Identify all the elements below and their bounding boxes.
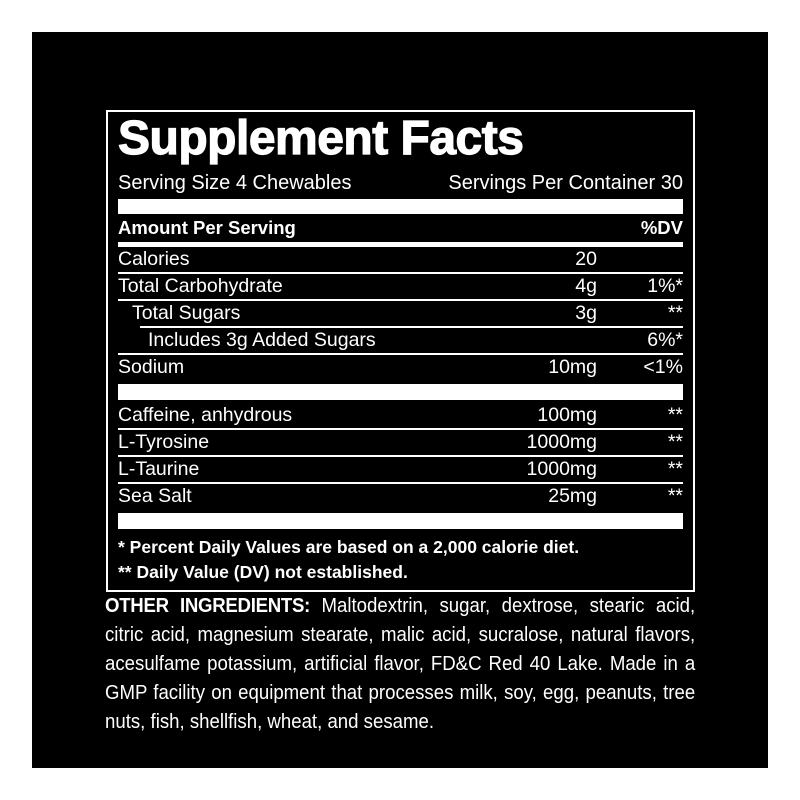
nutrient-dv: ** (667, 485, 683, 507)
other-ingredients-text: Maltodextrin, sugar, dextrose, stearic a… (105, 594, 696, 733)
other-ingredients-section: OTHER INGREDIENTS: Maltodextrin, sugar, … (105, 591, 695, 736)
table-row-calories: Calories 20 (118, 247, 683, 272)
divider-bar-medium (118, 242, 683, 247)
row-divider-indented (140, 326, 683, 328)
label-background: Supplement Facts Serving Size 4 Chewable… (32, 32, 768, 768)
table-row-sodium: Sodium 10mg <1% (118, 355, 683, 380)
nutrient-amount: 3g (575, 302, 597, 324)
nutrient-dv: ** (667, 431, 683, 453)
nutrient-amount: 100mg (537, 404, 597, 426)
table-row-added-sugars: Includes 3g Added Sugars 6%* (118, 328, 683, 353)
nutrient-dv: 6%* (647, 329, 683, 351)
row-divider (118, 482, 683, 484)
section-divider-bar (118, 384, 683, 400)
serving-size: Serving Size 4 Chewables (118, 172, 352, 194)
nutrient-name: Total Sugars (132, 302, 241, 324)
table-row-l-tyrosine: L-Tyrosine 1000mg ** (118, 430, 683, 455)
divider-bar-thick (118, 199, 683, 214)
nutrient-amount: 25mg (548, 485, 597, 507)
row-divider (118, 353, 683, 355)
other-ingredients-paragraph: OTHER INGREDIENTS: Maltodextrin, sugar, … (105, 591, 695, 736)
nutrient-name: Includes 3g Added Sugars (148, 329, 376, 351)
nutrient-dv: 1%* (647, 275, 683, 297)
servings-per-container: Servings Per Container 30 (448, 172, 683, 194)
table-row-caffeine: Caffeine, anhydrous 100mg ** (118, 403, 683, 428)
nutrient-dv: ** (667, 458, 683, 480)
nutrient-amount: 20 (575, 248, 597, 270)
nutrient-amount: 4g (575, 275, 597, 297)
nutrient-name: Total Carbohydrate (118, 275, 283, 297)
other-ingredients-label: OTHER INGREDIENTS: (105, 594, 311, 617)
nutrient-amount: 10mg (548, 356, 597, 378)
row-divider (118, 272, 683, 274)
panel-title: Supplement Facts (117, 112, 524, 165)
serving-info-row: Serving Size 4 Chewables Servings Per Co… (118, 171, 683, 195)
nutrient-name: Sodium (118, 356, 185, 378)
dv-column-label: %DV (640, 217, 683, 238)
nutrient-name: Sea Salt (118, 485, 192, 507)
footnote-dv-not-established: ** Daily Value (DV) not established. (118, 562, 408, 582)
footnote-percent-dv: * Percent Daily Values are based on a 2,… (118, 537, 580, 557)
amount-per-serving-header: Amount Per Serving %DV (118, 214, 683, 242)
table-row-total-sugars: Total Sugars 3g ** (118, 301, 683, 326)
table-row-total-carbohydrate: Total Carbohydrate 4g 1%* (118, 274, 683, 299)
nutrient-dv: ** (667, 302, 683, 324)
nutrient-name: L-Tyrosine (118, 431, 210, 453)
section-divider-bar (118, 513, 683, 529)
amount-per-serving-label: Amount Per Serving (118, 217, 296, 238)
nutrient-name: L-Taurine (118, 458, 200, 480)
row-divider (118, 428, 683, 430)
nutrient-dv: ** (667, 404, 683, 426)
table-row-sea-salt: Sea Salt 25mg ** (118, 484, 683, 509)
nutrient-amount: 1000mg (526, 431, 597, 453)
supplement-facts-panel: Supplement Facts Serving Size 4 Chewable… (106, 110, 695, 592)
table-row-l-taurine: L-Taurine 1000mg ** (118, 457, 683, 482)
nutrient-dv: <1% (643, 356, 683, 378)
row-divider (118, 455, 683, 457)
row-divider (118, 299, 683, 301)
nutrient-name: Calories (118, 248, 190, 270)
nutrient-amount: 1000mg (526, 458, 597, 480)
nutrient-name: Caffeine, anhydrous (118, 404, 293, 426)
